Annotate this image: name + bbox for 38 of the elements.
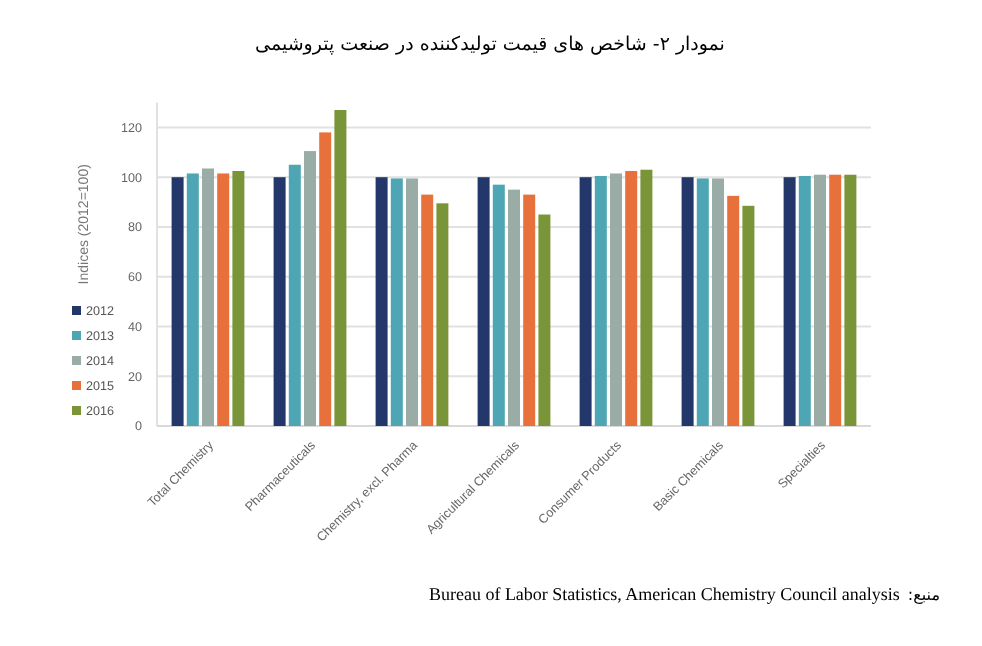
bar bbox=[319, 132, 332, 426]
bar bbox=[171, 177, 184, 426]
bar bbox=[390, 178, 403, 426]
bar bbox=[640, 169, 653, 426]
text: Bureau of Labor Statistics, American Chemistry Council analysis bbox=[428, 584, 901, 604]
bar bbox=[829, 174, 842, 426]
bar bbox=[375, 177, 388, 426]
bar bbox=[523, 194, 536, 426]
bar bbox=[436, 203, 449, 426]
bar bbox=[844, 174, 857, 426]
bar bbox=[217, 173, 230, 426]
bar bbox=[406, 178, 418, 426]
bar bbox=[814, 174, 826, 426]
bar bbox=[696, 178, 709, 426]
bar bbox=[610, 173, 622, 426]
chart-title: نمودار ۲- شاخص های قیمت تولیدکننده در صنعت پتروشیمی bbox=[255, 34, 725, 56]
bar bbox=[727, 195, 740, 426]
bar bbox=[783, 177, 796, 426]
bar bbox=[594, 175, 607, 426]
bar bbox=[508, 189, 520, 426]
bar bbox=[202, 168, 214, 426]
bar bbox=[579, 177, 592, 426]
bar bbox=[477, 177, 490, 426]
text: منبع: bbox=[907, 586, 940, 604]
bar bbox=[273, 177, 286, 426]
bar bbox=[538, 214, 551, 426]
bar bbox=[232, 170, 245, 426]
bar bbox=[334, 110, 347, 426]
bar bbox=[421, 194, 434, 426]
bar bbox=[712, 178, 724, 426]
bar bbox=[681, 177, 694, 426]
bar bbox=[625, 170, 638, 426]
bar bbox=[798, 175, 811, 426]
bar bbox=[742, 205, 755, 426]
bar bbox=[288, 164, 301, 426]
bar bbox=[304, 151, 316, 426]
bar bbox=[186, 173, 199, 426]
bar bbox=[492, 184, 505, 426]
